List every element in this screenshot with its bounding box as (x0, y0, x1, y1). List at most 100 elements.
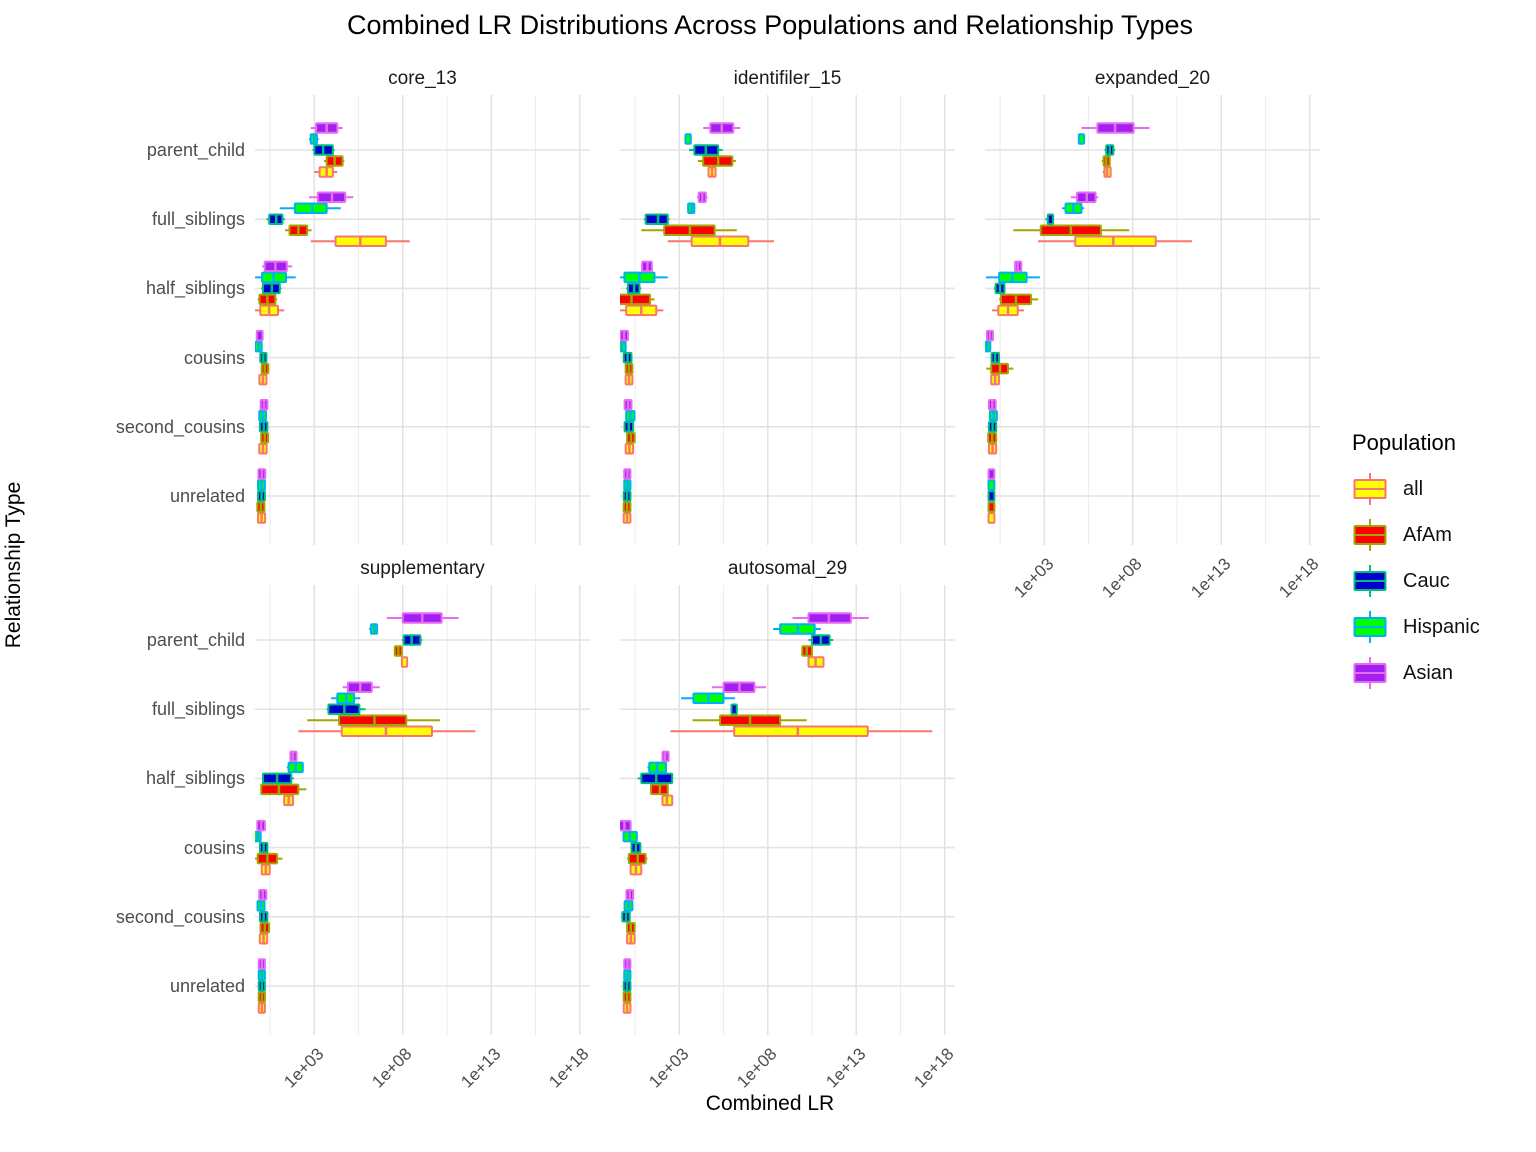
gridlines-minor (999, 95, 1267, 545)
box-identifiler_15-cousins-Hispanic (616, 340, 627, 353)
y-axis-label-full_siblings-row1: full_siblings (151, 699, 245, 720)
box-expanded_20-parent_child-Hispanic (1077, 133, 1086, 145)
box-expanded_20-unrelated-AfAm (987, 501, 996, 513)
box-autosomal_29-cousins-Asian (618, 819, 632, 832)
box-supplementary-parent_child-all (400, 656, 409, 668)
box-expanded_20-second_cousins-Hispanic (988, 410, 998, 422)
y-axis-label-cousins-row1: cousins (183, 837, 245, 858)
box-supplementary-full_siblings-Cauc (326, 703, 366, 715)
box-supplementary-full_siblings-Asian (342, 681, 380, 693)
box-identifiler_15-parent_child-all (707, 166, 717, 178)
box-core_13-half_siblings-AfAm (257, 293, 278, 306)
box-core_13-unrelated-Hispanic (257, 479, 266, 491)
x-tick-1e+13-col0: 1e+13 (456, 1044, 504, 1092)
box-core_13-unrelated-all (257, 512, 267, 524)
box-autosomal_29-second_cousins-Cauc (621, 911, 631, 923)
facet-canvas-core_13 (252, 95, 590, 545)
x-tick-1e+03-col1: 1e+03 (644, 1044, 693, 1092)
y-axis-label-unrelated-row1: unrelated (169, 976, 245, 996)
box-autosomal_29-half_siblings-Asian (661, 750, 670, 763)
box-supplementary-half_siblings-Hispanic (286, 761, 304, 774)
facet-autosomal_29: autosomal_29 (618, 558, 955, 1035)
x-axis-title: Combined LR (705, 1092, 835, 1115)
legend-label-Cauc: Cauc (1403, 569, 1450, 592)
box-autosomal_29-second_cousins-all (626, 933, 636, 945)
box-identifiler_15-second_cousins-all (624, 443, 635, 455)
box-core_13-half_siblings-Asian (262, 260, 293, 273)
box-expanded_20-half_siblings-Hispanic (985, 271, 1040, 284)
box-autosomal_29-parent_child-AfAm (801, 645, 814, 657)
box-identifiler_15-half_siblings-Cauc (626, 282, 642, 295)
box-expanded_20-parent_child-AfAm (1101, 155, 1111, 167)
facet-expanded_20: expanded_20 (982, 68, 1320, 545)
gridlines-major (985, 95, 1320, 545)
box-identifiler_15-half_siblings-Asian (641, 260, 653, 273)
facet-supplementary: supplementary (252, 558, 590, 1035)
legend-key-AfAm-icon (1353, 519, 1387, 551)
legend-key-Hispanic-icon (1353, 611, 1387, 643)
box-core_13-full_siblings-all (310, 235, 410, 247)
box-autosomal_29-full_siblings-AfAm (692, 714, 807, 726)
box-core_13-cousins-Cauc (259, 351, 268, 364)
box-expanded_20-unrelated-Cauc (987, 490, 996, 502)
facet-canvas-identifiler_15 (609, 95, 955, 545)
gridlines-major (620, 585, 955, 1035)
box-autosomal_29-unrelated-AfAm (622, 991, 632, 1003)
box-expanded_20-second_cousins-Asian (987, 399, 997, 411)
box-identifiler_15-unrelated-all (622, 512, 632, 524)
legend-items: all AfAm Cauc Hispanic Asian (1352, 472, 1480, 690)
box-autosomal_29-unrelated-Hispanic (623, 969, 632, 981)
box-identifiler_15-full_siblings-Cauc (643, 213, 670, 225)
legend-title: Population (1352, 430, 1456, 455)
box-supplementary-second_cousins-Hispanic (256, 900, 266, 912)
legend-item-all: all (1352, 472, 1480, 506)
x-tick-1e+08-col1: 1e+08 (733, 1044, 781, 1092)
box-core_13-parent_child-all (314, 166, 338, 178)
facet-core_13: core_13 (252, 68, 590, 545)
box-expanded_20-full_siblings-Cauc (1045, 213, 1055, 225)
box-autosomal_29-cousins-Cauc (630, 841, 642, 854)
box-core_13-cousins-Hispanic (254, 340, 263, 353)
box-core_13-second_cousins-Cauc (258, 421, 269, 433)
box-supplementary-full_siblings-all (298, 725, 476, 737)
box-autosomal_29-unrelated-Cauc (622, 980, 632, 992)
box-identifiler_15-unrelated-Hispanic (623, 479, 632, 491)
box-autosomal_29-half_siblings-all (661, 794, 674, 807)
box-supplementary-cousins-Cauc (258, 841, 269, 854)
box-core_13-full_siblings-Asian (308, 191, 354, 203)
x-tick-1e+03-col0: 1e+03 (279, 1044, 328, 1092)
legend-key-all-icon (1353, 473, 1387, 505)
box-expanded_20-unrelated-Asian (987, 468, 996, 480)
box-core_13-parent_child-AfAm (324, 155, 345, 167)
gridlines-minor (634, 95, 902, 545)
box-identifiler_15-parent_child-Cauc (689, 144, 723, 156)
box-supplementary-second_cousins-AfAm (259, 922, 270, 934)
facet-canvas-supplementary (252, 585, 590, 1035)
legend-label-Hispanic: Hispanic (1403, 615, 1480, 638)
box-autosomal_29-full_siblings-Hispanic (681, 692, 736, 704)
box-identifiler_15-second_cousins-Hispanic (625, 410, 636, 422)
box-supplementary-unrelated-Hispanic (257, 969, 266, 981)
legend-item-Cauc: Cauc (1352, 564, 1480, 598)
box-autosomal_29-parent_child-Hispanic (773, 623, 821, 635)
box-expanded_20-second_cousins-all (987, 443, 998, 455)
facet-title-core_13: core_13 (388, 68, 457, 89)
legend-item-AfAm: AfAm (1352, 518, 1480, 552)
box-autosomal_29-second_cousins-Hispanic (623, 900, 634, 912)
box-core_13-cousins-Asian (255, 329, 264, 342)
box-identifiler_15-cousins-Asian (619, 329, 629, 342)
facet-canvas-expanded_20 (982, 95, 1320, 545)
box-autosomal_29-full_siblings-Asian (712, 681, 766, 693)
box-expanded_20-half_siblings-all (992, 304, 1024, 317)
y-axis-label-second_cousins-row0: second_cousins (115, 416, 245, 437)
box-identifiler_15-second_cousins-Cauc (623, 421, 635, 433)
box-expanded_20-full_siblings-Asian (1070, 191, 1099, 203)
box-identifiler_15-parent_child-Hispanic (684, 133, 692, 145)
box-core_13-half_siblings-Hispanic (252, 271, 296, 284)
box-identifiler_15-full_siblings-AfAm (641, 224, 737, 236)
facet-title-expanded_20: expanded_20 (1094, 68, 1211, 89)
y-axis-label-half_siblings-row0: half_siblings (145, 278, 245, 299)
legend-key-Asian-icon (1353, 657, 1387, 689)
box-supplementary-full_siblings-AfAm (307, 714, 440, 726)
box-expanded_20-full_siblings-Hispanic (1061, 202, 1085, 214)
